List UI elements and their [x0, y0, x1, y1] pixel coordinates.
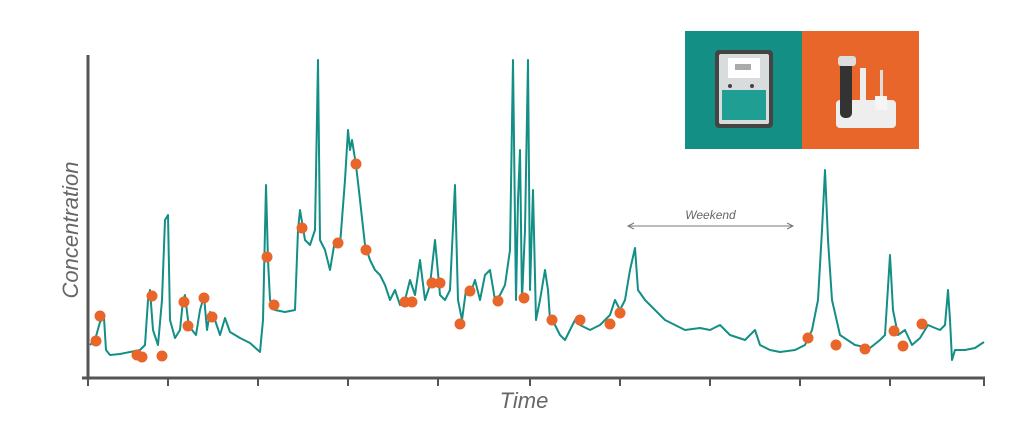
- sample-point: [296, 222, 308, 234]
- sample-point: [830, 339, 842, 351]
- sample-point: [492, 295, 504, 307]
- sample-point: [206, 311, 218, 323]
- sample-point: [332, 237, 344, 249]
- sample-point: [350, 158, 362, 170]
- sample-point: [546, 314, 558, 326]
- sample-point: [360, 244, 372, 256]
- sample-point: [897, 340, 909, 352]
- sample-point: [90, 335, 102, 347]
- sample-point: [178, 296, 190, 308]
- sample-point: [574, 314, 586, 326]
- sample-point: [604, 318, 616, 330]
- sample-point: [426, 277, 438, 289]
- sample-point: [888, 325, 900, 337]
- sample-point: [916, 318, 928, 330]
- arrow-head: [626, 222, 635, 230]
- sample-point: [94, 310, 106, 322]
- sample-point: [614, 307, 626, 319]
- x-axis-label: Time: [500, 388, 549, 413]
- sample-point: [464, 285, 476, 297]
- sample-point: [146, 290, 158, 302]
- sample-point: [136, 351, 148, 363]
- sample-point: [268, 299, 280, 311]
- annotation-text: Weekend: [685, 208, 736, 222]
- sample-point: [406, 296, 418, 308]
- sample-point: [434, 277, 446, 289]
- sample-point: [261, 251, 273, 263]
- sample-point: [802, 332, 814, 344]
- sample-point: [518, 292, 530, 304]
- sample-point: [182, 320, 194, 332]
- sample-point: [198, 292, 210, 304]
- arrow-head: [786, 222, 795, 230]
- sample-point: [156, 350, 168, 362]
- inset-illustration: [685, 31, 919, 149]
- y-axis-label: Concentration: [58, 162, 83, 299]
- sample-point: [859, 343, 871, 355]
- sample-point: [454, 318, 466, 330]
